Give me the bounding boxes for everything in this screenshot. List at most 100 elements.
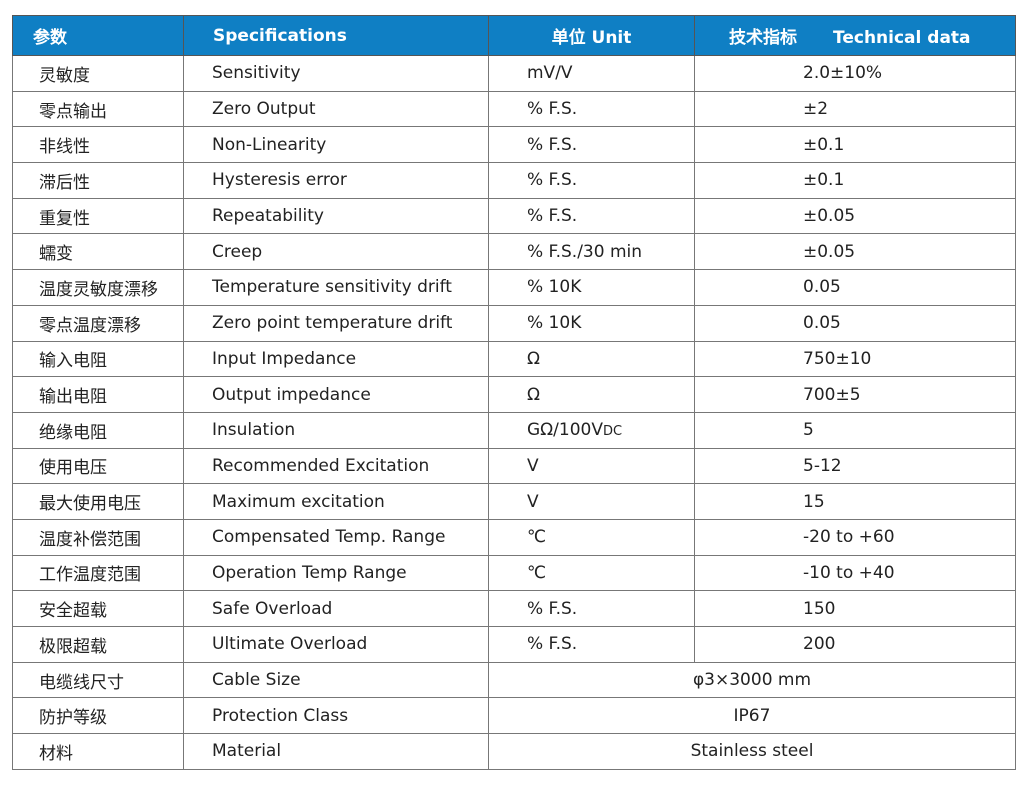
unit-cell: Ω xyxy=(488,340,695,378)
table-row: 防护等级 Protection Class IP67 xyxy=(12,697,1016,735)
unit-text: % F.S. xyxy=(527,134,578,155)
unit-cell: % 10K xyxy=(488,304,695,342)
param-cn-cell: 防护等级 xyxy=(12,697,184,735)
unit-cell: mV/V xyxy=(488,55,695,92)
value-cell: ±0.05 xyxy=(694,233,1016,271)
spec-en-cell: Repeatability xyxy=(183,197,489,235)
spec-en-cell: Ultimate Overload xyxy=(183,626,489,663)
header-param: 参数 xyxy=(12,15,184,56)
param-cn-cell: 极限超载 xyxy=(12,626,184,663)
header-tech-cn: 技术指标 xyxy=(729,28,797,48)
value-cell: 2.0±10% xyxy=(694,55,1016,92)
param-cn-cell: 绝缘电阻 xyxy=(12,411,184,449)
table-row: 安全超载 Safe Overload % F.S. 150 xyxy=(12,590,1016,627)
spec-en-cell: Hysteresis error xyxy=(183,162,489,199)
table-row: 工作温度范围 Operation Temp Range ℃ -10 to +40 xyxy=(12,554,1016,592)
unit-text: Ω xyxy=(527,384,540,405)
param-cn-cell: 输入电阻 xyxy=(12,340,184,378)
unit-cell: Ω xyxy=(488,376,695,413)
unit-cell: % 10K xyxy=(488,269,695,306)
value-cell: 5 xyxy=(694,411,1016,449)
value-cell: 200 xyxy=(694,626,1016,663)
spec-en-cell: Zero point temperature drift xyxy=(183,304,489,342)
table-row: 蠕变 Creep % F.S./30 min ±0.05 xyxy=(12,233,1016,271)
param-cn-cell: 温度灵敏度漂移 xyxy=(12,269,184,306)
spec-en-cell: Cable Size xyxy=(183,661,489,699)
value-cell: ±0.1 xyxy=(694,126,1016,164)
table-row: 极限超载 Ultimate Overload % F.S. 200 xyxy=(12,626,1016,663)
value-cell: ±0.1 xyxy=(694,162,1016,199)
value-cell: 750±10 xyxy=(694,340,1016,378)
table-row: 温度灵敏度漂移 Temperature sensitivity drift % 10… xyxy=(12,269,1016,306)
unit-text: % 10K xyxy=(527,277,582,298)
table-row: 零点输出 Zero Output % F.S. ±2 xyxy=(12,90,1016,128)
unit-text: GΩ/100V xyxy=(527,420,603,441)
merged-value-cell: Stainless steel xyxy=(488,733,1016,770)
param-cn-cell: 零点输出 xyxy=(12,90,184,128)
unit-text: Ω xyxy=(527,348,540,369)
unit-cell: % F.S. xyxy=(488,90,695,128)
spec-en-cell: Creep xyxy=(183,233,489,271)
param-cn-cell: 蠕变 xyxy=(12,233,184,271)
table-row: 最大使用电压 Maximum excitation V 15 xyxy=(12,483,1016,520)
spec-en-cell: Safe Overload xyxy=(183,590,489,627)
spec-en-cell: Sensitivity xyxy=(183,55,489,92)
spec-en-cell: Recommended Excitation xyxy=(183,447,489,485)
param-cn-cell: 非线性 xyxy=(12,126,184,164)
unit-text: % F.S. xyxy=(527,598,578,619)
header-row: 参数 Specifications 单位 Unit 技术指标 Technical … xyxy=(12,15,1016,56)
unit-cell: GΩ/100VDC xyxy=(488,411,695,449)
table-row: 非线性 Non-Linearity % F.S. ±0.1 xyxy=(12,126,1016,164)
value-cell: 5-12 xyxy=(694,447,1016,485)
table-row: 温度补偿范围 Compensated Temp. Range ℃ -20 to +60 xyxy=(12,518,1016,556)
spec-en-cell: Zero Output xyxy=(183,90,489,128)
param-cn-cell: 灵敏度 xyxy=(12,55,184,92)
spec-en-cell: Input Impedance xyxy=(183,340,489,378)
unit-text: V xyxy=(527,491,539,512)
header-unit: 单位 Unit xyxy=(488,15,695,56)
table-row: 材料 Material Stainless steel xyxy=(12,733,1016,770)
unit-text: % F.S. xyxy=(527,206,578,227)
unit-cell: V xyxy=(488,447,695,485)
value-cell: 150 xyxy=(694,590,1016,627)
unit-cell: % F.S. xyxy=(488,126,695,164)
unit-cell: ℃ xyxy=(488,518,695,556)
value-cell: 15 xyxy=(694,483,1016,520)
param-cn-cell: 最大使用电压 xyxy=(12,483,184,520)
unit-text: mV/V xyxy=(527,63,573,84)
unit-text: % F.S./30 min xyxy=(527,241,643,262)
unit-cell: % F.S. xyxy=(488,626,695,663)
value-cell: 0.05 xyxy=(694,304,1016,342)
header-specifications: Specifications xyxy=(183,15,489,56)
value-cell: -10 to +40 xyxy=(694,554,1016,592)
spec-en-cell: Non-Linearity xyxy=(183,126,489,164)
param-cn-cell: 使用电压 xyxy=(12,447,184,485)
value-cell: 0.05 xyxy=(694,269,1016,306)
merged-value-cell: IP67 xyxy=(488,697,1016,735)
value-cell: ±2 xyxy=(694,90,1016,128)
table-row: 灵敏度 Sensitivity mV/V 2.0±10% xyxy=(12,55,1016,92)
table-row: 输出电阻 Output impedance Ω 700±5 xyxy=(12,376,1016,413)
unit-cell: ℃ xyxy=(488,554,695,592)
value-cell: 700±5 xyxy=(694,376,1016,413)
unit-cell: % F.S. xyxy=(488,590,695,627)
unit-subscript: DC xyxy=(602,424,623,440)
spec-en-cell: Material xyxy=(183,733,489,770)
spec-en-cell: Protection Class xyxy=(183,697,489,735)
param-cn-cell: 材料 xyxy=(12,733,184,770)
value-cell: -20 to +60 xyxy=(694,518,1016,556)
param-cn-cell: 零点温度漂移 xyxy=(12,304,184,342)
unit-text: % F.S. xyxy=(527,99,578,120)
spec-en-cell: Temperature sensitivity drift xyxy=(183,269,489,306)
param-cn-cell: 滞后性 xyxy=(12,162,184,199)
header-spec-label: Specifications xyxy=(213,25,347,46)
header-tech-en: Technical data xyxy=(833,28,971,48)
spec-en-cell: Output impedance xyxy=(183,376,489,413)
param-cn-cell: 电缆线尺寸 xyxy=(12,661,184,699)
spec-table: 参数 Specifications 单位 Unit 技术指标 Technical … xyxy=(12,15,1016,770)
unit-cell: % F.S. xyxy=(488,197,695,235)
unit-text: V xyxy=(527,455,539,476)
unit-text: ℃ xyxy=(527,527,547,548)
unit-cell: V xyxy=(488,483,695,520)
spec-en-cell: Compensated Temp. Range xyxy=(183,518,489,556)
